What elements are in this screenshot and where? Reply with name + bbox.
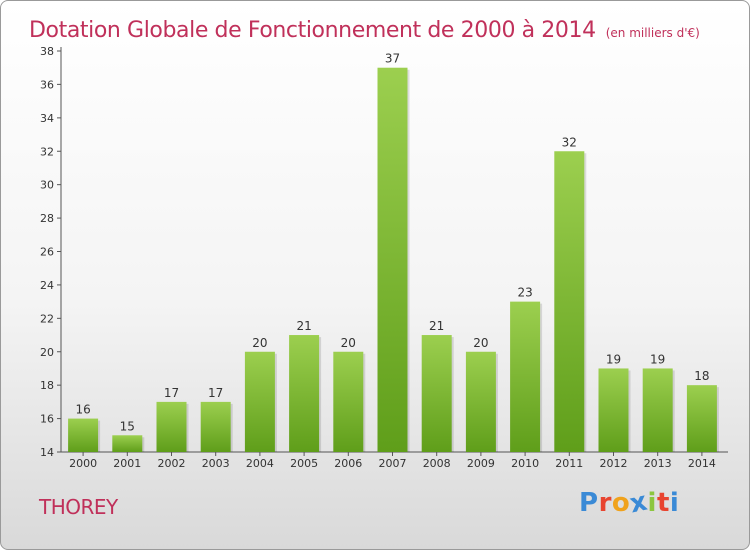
x-tick-label: 2008 <box>423 457 451 470</box>
bar <box>377 67 408 452</box>
logo-letter: r <box>598 488 612 518</box>
data-label: 21 <box>296 319 311 333</box>
bar <box>554 151 585 452</box>
data-label: 20 <box>341 336 356 350</box>
commune-name: THOREY <box>39 495 118 519</box>
x-tick-label: 2010 <box>511 457 539 470</box>
x-tick-label: 2013 <box>644 457 672 470</box>
bar <box>465 351 496 452</box>
y-tick-label: 30 <box>40 179 54 192</box>
bar <box>289 335 320 452</box>
y-tick-label: 14 <box>40 446 54 459</box>
y-tick-label: 26 <box>40 246 54 259</box>
y-tick-label: 28 <box>40 212 54 225</box>
bar <box>510 301 541 452</box>
data-label: 19 <box>606 352 621 366</box>
x-tick-label: 2004 <box>246 457 274 470</box>
x-tick-label: 2011 <box>555 457 583 470</box>
logo-letter: i <box>647 488 657 518</box>
x-tick-label: 2007 <box>379 457 407 470</box>
bar <box>200 401 231 452</box>
y-tick-label: 34 <box>40 112 54 125</box>
x-tick-label: 2002 <box>158 457 186 470</box>
x-tick-label: 2014 <box>688 457 716 470</box>
data-label: 15 <box>120 419 135 433</box>
data-label: 20 <box>252 336 267 350</box>
bar <box>421 335 452 452</box>
data-label: 37 <box>385 52 400 66</box>
bar <box>112 435 143 452</box>
y-tick-label: 16 <box>40 413 54 426</box>
x-tick-label: 2001 <box>113 457 141 470</box>
data-label: 17 <box>208 386 223 400</box>
data-label: 19 <box>650 352 665 366</box>
bar <box>686 385 717 452</box>
y-tick-label: 20 <box>40 346 54 359</box>
bar <box>156 401 187 452</box>
proxiti-logo: Proxiti <box>579 487 680 520</box>
bar <box>68 418 99 452</box>
data-label: 20 <box>473 336 488 350</box>
x-tick-label: 2000 <box>69 457 97 470</box>
y-tick-label: 38 <box>40 45 54 58</box>
y-tick-label: 24 <box>40 279 54 292</box>
x-tick-label: 2003 <box>202 457 230 470</box>
data-label: 21 <box>429 319 444 333</box>
logo-letter: t <box>656 488 670 518</box>
bar <box>244 351 275 452</box>
data-label: 16 <box>75 403 90 417</box>
y-tick-label: 22 <box>40 312 54 325</box>
data-label: 18 <box>694 369 709 383</box>
y-tick-label: 36 <box>40 78 54 91</box>
bar <box>642 368 673 452</box>
x-tick-label: 2009 <box>467 457 495 470</box>
data-label: 32 <box>562 135 577 149</box>
x-tick-label: 2012 <box>600 457 628 470</box>
title-text: Dotation Globale de Fonctionnement de 20… <box>29 18 596 43</box>
logo-letter: P <box>579 488 599 518</box>
bar <box>598 368 629 452</box>
chart-title: Dotation Globale de Fonctionnement de 20… <box>29 7 700 45</box>
logo-letter: o <box>611 488 631 518</box>
data-label: 23 <box>517 286 532 300</box>
x-tick-label: 2006 <box>334 457 362 470</box>
x-tick-label: 2005 <box>290 457 318 470</box>
y-tick-label: 32 <box>40 145 54 158</box>
unit-label: (en milliers d'€) <box>605 26 700 40</box>
y-tick-label: 18 <box>40 379 54 392</box>
data-label: 17 <box>164 386 179 400</box>
logo-letter: i <box>669 488 680 518</box>
bar <box>333 351 364 452</box>
